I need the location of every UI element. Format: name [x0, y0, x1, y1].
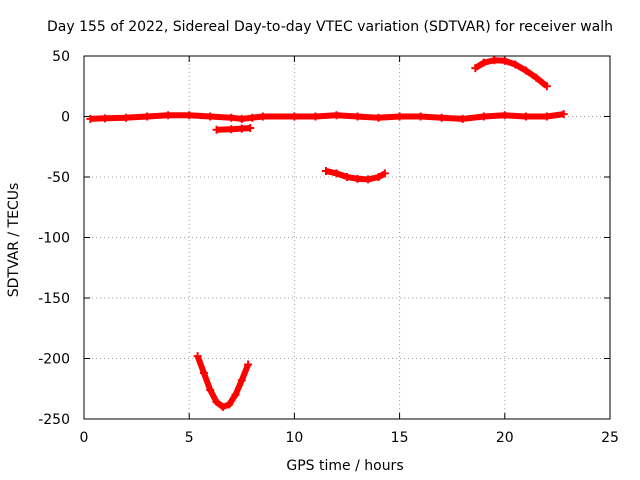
data-point: [471, 64, 480, 73]
data-point: [479, 112, 488, 121]
data-point: [237, 114, 246, 123]
data-point: [364, 175, 373, 184]
data-point: [374, 173, 383, 181]
data-point: [143, 112, 152, 121]
data-point: [244, 360, 253, 369]
data-point: [258, 112, 267, 121]
data-series: [86, 56, 568, 411]
data-point: [193, 352, 202, 361]
data-point: [206, 385, 215, 394]
data-point: [185, 111, 194, 120]
data-point: [511, 60, 520, 69]
data-point: [225, 400, 234, 409]
data-point: [311, 112, 320, 121]
y-tick-label: -100: [38, 231, 70, 247]
plot-frame: [83, 55, 611, 420]
axis-ticks: 0 5 10 15 20 25 50 0 -50 -100 -150 -200 -250: [38, 49, 619, 446]
x-tick-label: 25: [601, 430, 619, 446]
data-point: [227, 113, 236, 122]
data-point: [212, 398, 221, 407]
data-point: [86, 114, 95, 123]
series-baseline: [90, 111, 565, 122]
data-point: [479, 58, 488, 67]
data-point: [458, 114, 467, 123]
y-tick-label: 0: [61, 110, 70, 126]
x-tick-label: 15: [391, 430, 409, 446]
data-point: [353, 174, 362, 183]
data-point: [532, 73, 541, 82]
data-point: [290, 112, 299, 121]
data-point: [343, 173, 351, 181]
data-point: [500, 111, 509, 120]
data-point: [332, 169, 341, 178]
series-arc-d: [194, 355, 251, 410]
data-point: [353, 112, 362, 121]
data-point: [237, 124, 246, 133]
data-point: [248, 113, 257, 122]
data-point: [246, 123, 255, 132]
x-tick-label: 20: [496, 430, 514, 446]
y-tick-label: -250: [38, 412, 70, 428]
data-point: [122, 113, 131, 122]
data-point: [231, 390, 240, 399]
data-point: [500, 56, 509, 65]
data-point: [212, 125, 221, 134]
grid-lines: [84, 56, 610, 419]
series-short-arc-a: [216, 125, 251, 133]
data-point: [164, 111, 173, 120]
y-tick-label: -150: [38, 291, 70, 307]
y-tick-label: -50: [47, 170, 70, 186]
y-tick-label: 50: [52, 49, 70, 65]
data-point: [206, 112, 215, 121]
data-point: [237, 376, 246, 385]
data-point: [199, 369, 208, 378]
data-point: [490, 56, 499, 65]
data-point: [374, 113, 383, 122]
data-point: [101, 114, 110, 123]
x-tick-label: 10: [285, 430, 303, 446]
chart-title: Day 155 of 2022, Sidereal Day-to-day VTE…: [47, 19, 613, 35]
data-point: [416, 112, 425, 121]
y-tick-label: -200: [38, 352, 70, 368]
x-axis-label: GPS time / hours: [286, 458, 403, 474]
data-point: [227, 125, 236, 134]
data-point: [218, 402, 227, 411]
x-tick-label: 5: [185, 430, 194, 446]
data-point: [542, 112, 551, 121]
data-point: [521, 66, 530, 75]
data-point: [437, 113, 446, 122]
data-point: [521, 112, 530, 121]
data-point: [380, 169, 389, 178]
series-arc-c: [473, 57, 549, 89]
x-tick-label: 0: [80, 430, 89, 446]
data-point: [559, 110, 568, 119]
data-point: [321, 166, 330, 175]
y-axis-label: SDTVAR / TECUs: [6, 183, 22, 298]
data-point: [395, 112, 404, 121]
data-point: [542, 82, 551, 91]
data-point: [332, 111, 341, 120]
